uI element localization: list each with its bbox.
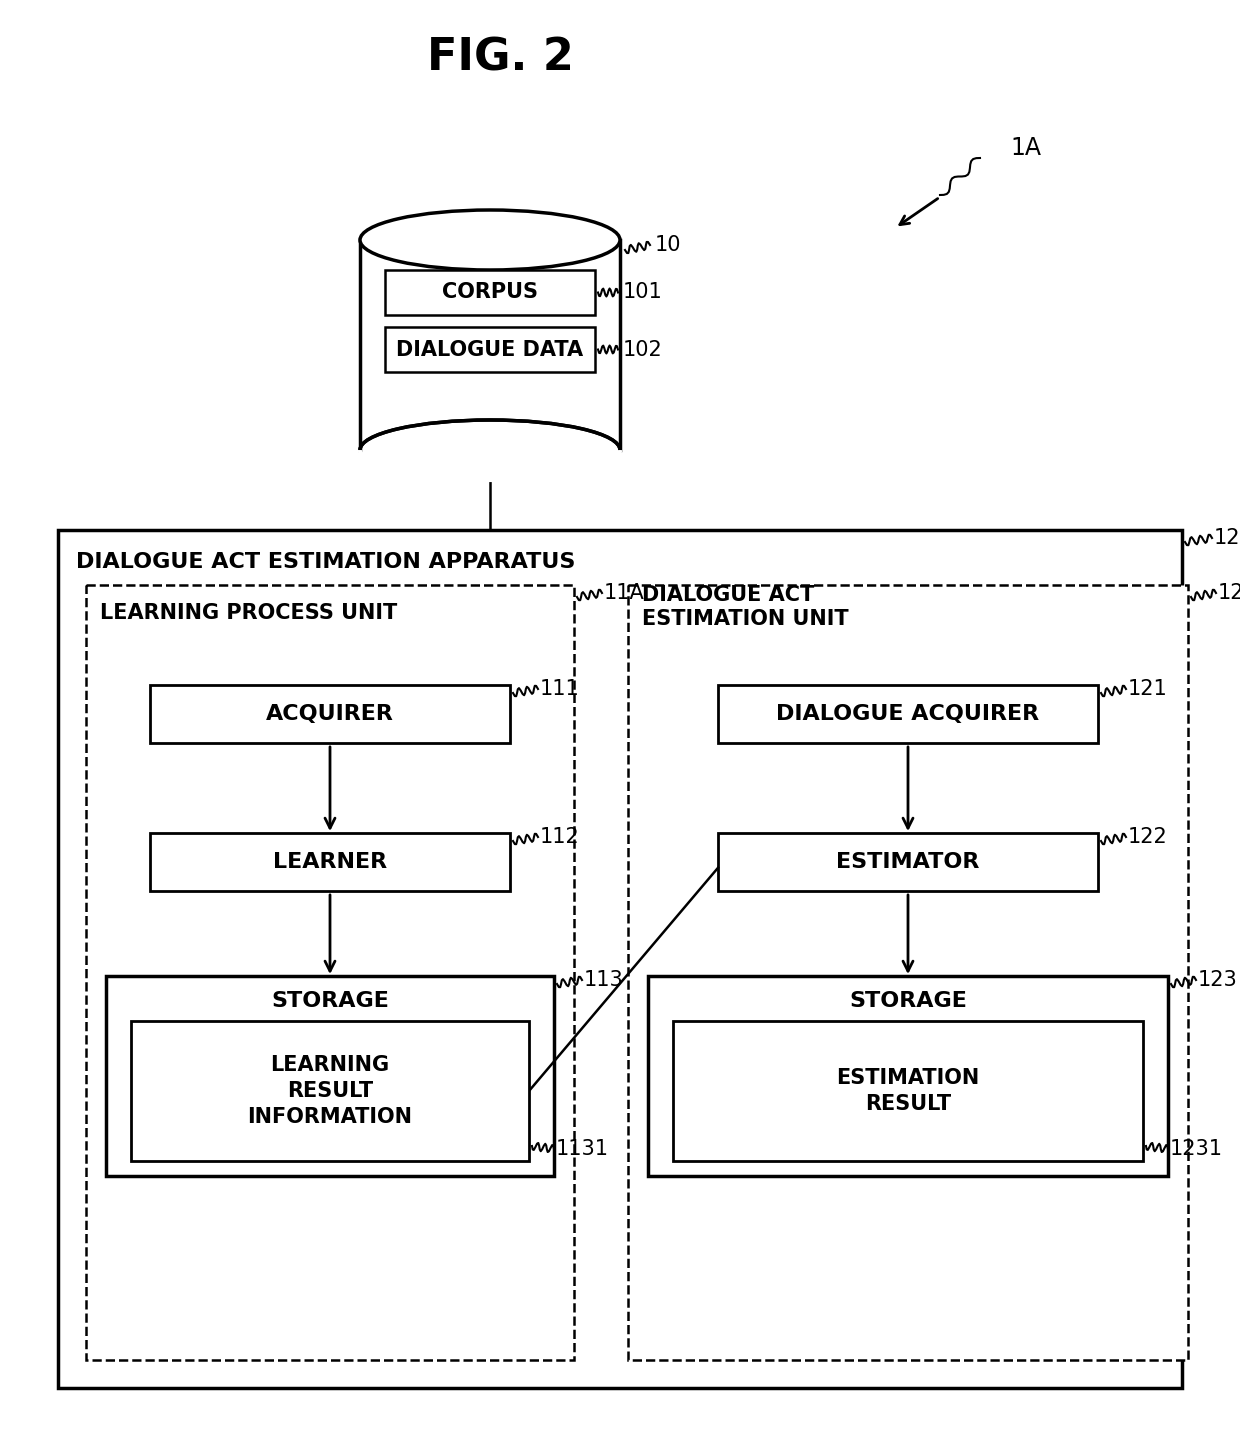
Text: 102: 102	[622, 339, 662, 359]
Text: STORAGE: STORAGE	[272, 991, 389, 1011]
Text: DIALOGUE DATA: DIALOGUE DATA	[397, 339, 584, 359]
Text: 11A: 11A	[604, 583, 645, 603]
Text: 10: 10	[655, 235, 682, 255]
Text: ACQUIRER: ACQUIRER	[267, 704, 394, 724]
Ellipse shape	[360, 210, 620, 270]
FancyBboxPatch shape	[105, 977, 554, 1175]
FancyBboxPatch shape	[718, 685, 1097, 744]
Text: 123: 123	[1198, 970, 1238, 990]
Text: ESTIMATOR: ESTIMATOR	[836, 852, 980, 872]
Text: 1231: 1231	[1171, 1140, 1223, 1158]
Text: 1131: 1131	[556, 1140, 609, 1158]
Text: 111: 111	[539, 679, 580, 699]
Text: 12A: 12A	[1218, 583, 1240, 603]
Text: 1A: 1A	[1011, 136, 1042, 160]
FancyBboxPatch shape	[384, 327, 595, 372]
Text: FIG. 2: FIG. 2	[427, 37, 573, 80]
FancyBboxPatch shape	[673, 1021, 1143, 1161]
FancyBboxPatch shape	[58, 531, 1182, 1389]
FancyBboxPatch shape	[150, 834, 510, 891]
Text: STORAGE: STORAGE	[849, 991, 967, 1011]
Text: DIALOGUE ACT
ESTIMATION UNIT: DIALOGUE ACT ESTIMATION UNIT	[642, 585, 848, 629]
Text: 121: 121	[1128, 679, 1168, 699]
FancyBboxPatch shape	[649, 977, 1168, 1175]
FancyBboxPatch shape	[360, 240, 620, 450]
Text: LEARNING PROCESS UNIT: LEARNING PROCESS UNIT	[100, 603, 397, 623]
FancyBboxPatch shape	[384, 270, 595, 315]
Text: DIALOGUE ACT ESTIMATION APPARATUS: DIALOGUE ACT ESTIMATION APPARATUS	[76, 552, 575, 572]
Text: ESTIMATION
RESULT: ESTIMATION RESULT	[836, 1068, 980, 1114]
Text: 101: 101	[622, 283, 662, 303]
Text: LEARNING
RESULT
INFORMATION: LEARNING RESULT INFORMATION	[248, 1054, 413, 1127]
FancyBboxPatch shape	[86, 585, 574, 1360]
FancyBboxPatch shape	[150, 685, 510, 744]
Text: CORPUS: CORPUS	[441, 283, 538, 303]
Text: 122: 122	[1128, 827, 1168, 847]
Text: LEARNER: LEARNER	[273, 852, 387, 872]
FancyBboxPatch shape	[131, 1021, 529, 1161]
FancyBboxPatch shape	[718, 834, 1097, 891]
FancyBboxPatch shape	[627, 585, 1188, 1360]
Text: DIALOGUE ACQUIRER: DIALOGUE ACQUIRER	[776, 704, 1039, 724]
Text: 112: 112	[539, 827, 580, 847]
Text: 12: 12	[1214, 528, 1240, 548]
Text: 113: 113	[584, 970, 624, 990]
